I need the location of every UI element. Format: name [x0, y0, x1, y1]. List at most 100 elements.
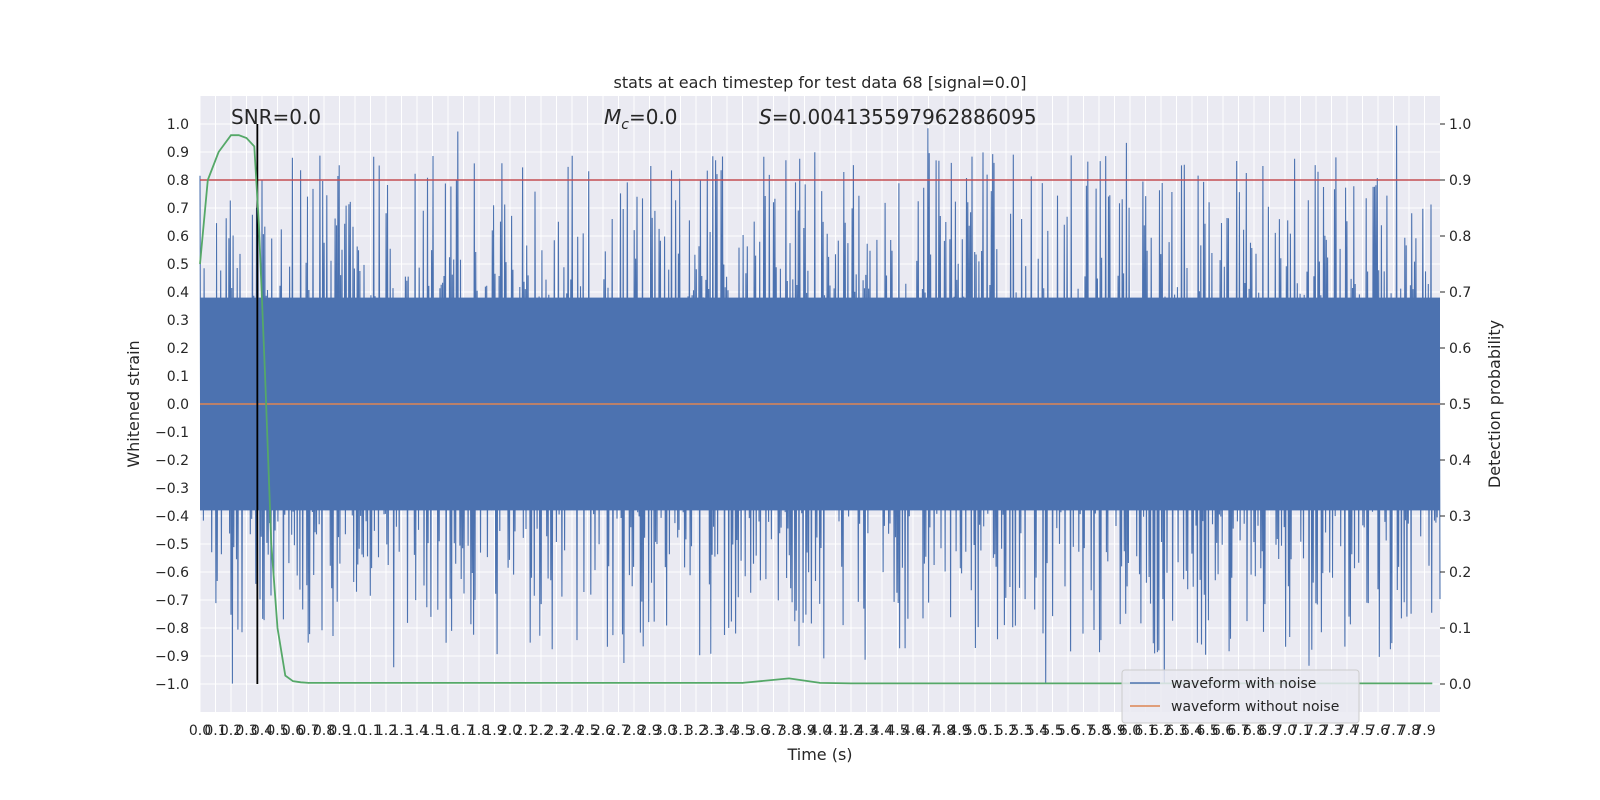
mc-subscript: c — [621, 117, 629, 133]
x-tick-label: 3.2 — [685, 723, 707, 739]
x-tick-label: 3.1 — [669, 723, 691, 739]
y-left-axis-label: Whitened strain — [124, 340, 143, 467]
y-left-tick-label: 0.9 — [167, 145, 189, 161]
x-tick-label: 6.1 — [1134, 723, 1156, 739]
x-tick-label: 1.4 — [406, 723, 428, 739]
x-tick-label: 4.3 — [855, 723, 877, 739]
x-tick-label: 5.1 — [979, 723, 1001, 739]
y-left-tick-label: −0.6 — [155, 565, 189, 581]
x-tick-label: 1.2 — [375, 723, 397, 739]
x-tick-label: 0.8 — [313, 723, 335, 739]
x-tick-label: 2.5 — [576, 723, 598, 739]
y-right-tick-label: 0.6 — [1449, 341, 1471, 357]
x-tick-label: 6.8 — [1243, 723, 1265, 739]
x-tick-label: 4.1 — [824, 723, 846, 739]
detection-probability-line — [199, 134, 1433, 685]
y-left-tick-label: −0.1 — [155, 425, 189, 441]
y-left-tick-label: −0.5 — [155, 537, 189, 553]
y-right-tick-label: 0.7 — [1449, 285, 1471, 301]
x-tick-label: 3.7 — [762, 723, 784, 739]
y-left-tick-label: −0.9 — [155, 649, 189, 665]
x-tick-label: 7.6 — [1367, 723, 1389, 739]
x-tick-label: 3.4 — [716, 723, 738, 739]
x-tick-label: 0.0 — [189, 723, 211, 739]
mc-symbol: M — [604, 105, 621, 129]
x-tick-label: 1.6 — [437, 723, 459, 739]
x-tick-label: 0.9 — [328, 723, 350, 739]
y-right-tick-label: 0.1 — [1449, 621, 1471, 637]
x-tick-label: 5.2 — [995, 723, 1017, 739]
s-symbol: S — [759, 105, 772, 129]
x-tick-label: 2.3 — [545, 723, 567, 739]
x-axis-label: Time (s) — [786, 745, 852, 764]
x-tick-label: 0.7 — [297, 723, 319, 739]
x-tick-label: 2.2 — [530, 723, 552, 739]
x-tick-label: 1.8 — [468, 723, 490, 739]
x-tick-label: 6.2 — [1150, 723, 1172, 739]
x-tick-label: 2.4 — [561, 723, 583, 739]
x-tick-label: 7.5 — [1351, 723, 1373, 739]
y-right-tick-label: 0.9 — [1449, 173, 1471, 189]
y-right-tick-label: 0.2 — [1449, 565, 1471, 581]
x-tick-label: 4.4 — [871, 723, 893, 739]
x-tick-label: 1.3 — [390, 723, 412, 739]
x-tick-label: 5.9 — [1103, 723, 1125, 739]
y-right-tick-labels: 1.0 0.9 0.8 0.7 0.6 0.5 0.4 0.3 0.2 0.1 0.0 — [1440, 117, 1471, 693]
x-tick-label: 0.1 — [204, 723, 226, 739]
y-left-tick-label: −0.4 — [155, 509, 189, 525]
chart-title: stats at each timestep for test data 68 … — [614, 73, 1027, 92]
x-tick-labels: 0.00.10.20.30.40.50.60.70.80.91.01.11.21… — [189, 723, 1436, 739]
y-left-tick-label: −0.7 — [155, 593, 189, 609]
y-left-tick-label: 0.0 — [167, 397, 189, 413]
x-tick-label: 3.3 — [700, 723, 722, 739]
x-tick-label: 0.2 — [220, 723, 242, 739]
mc-annotation: Mc=0.0 — [604, 105, 678, 133]
x-tick-label: 4.0 — [809, 723, 831, 739]
y-right-tick-label: 0.8 — [1449, 229, 1471, 245]
x-tick-label: 2.9 — [638, 723, 660, 739]
y-left-tick-label: 0.1 — [167, 369, 189, 385]
x-tick-label: 0.6 — [282, 723, 304, 739]
x-tick-label: 7.0 — [1274, 723, 1296, 739]
y-left-tick-labels: 1.0 0.9 0.8 0.7 0.6 0.5 0.4 0.3 0.2 0.1 0.0 −0.1 −0.… — [155, 117, 189, 693]
x-tick-label: 6.5 — [1196, 723, 1218, 739]
y-left-tick-label: 0.2 — [167, 341, 189, 357]
x-tick-label: 6.3 — [1165, 723, 1187, 739]
x-tick-label: 4.9 — [948, 723, 970, 739]
y-right-tick-label: 1.0 — [1449, 117, 1471, 133]
x-tick-label: 7.7 — [1382, 723, 1404, 739]
y-left-tick-label: 0.5 — [167, 257, 189, 273]
y-right-tick-label: 0.3 — [1449, 509, 1471, 525]
x-tick-label: 2.8 — [623, 723, 645, 739]
legend: waveform with noise waveform without noi… — [1121, 669, 1360, 724]
x-tick-label: 5.7 — [1072, 723, 1094, 739]
x-tick-label: 1.7 — [452, 723, 474, 739]
x-tick-label: 5.0 — [964, 723, 986, 739]
x-tick-label: 4.7 — [917, 723, 939, 739]
x-tick-label: 2.1 — [514, 723, 536, 739]
x-tick-label: 6.6 — [1212, 723, 1234, 739]
x-tick-label: 7.9 — [1413, 723, 1435, 739]
y-right-tick-label: 0.5 — [1449, 397, 1471, 413]
y-left-tick-label: 0.3 — [167, 313, 189, 329]
legend-label-noise: waveform with noise — [1171, 676, 1316, 692]
mc-value: =0.0 — [629, 105, 678, 129]
s-annotation: S=0.004135597962886095 — [759, 105, 1037, 129]
y-left-tick-label: 0.6 — [167, 229, 189, 245]
x-tick-label: 0.4 — [251, 723, 273, 739]
x-tick-label: 6.0 — [1119, 723, 1141, 739]
x-tick-label: 3.5 — [731, 723, 753, 739]
y-left-tick-label: −1.0 — [155, 677, 189, 693]
y-left-tick-label: 1.0 — [167, 117, 189, 133]
x-tick-label: 2.7 — [607, 723, 629, 739]
y-left-tick-label: −0.3 — [155, 481, 189, 497]
x-tick-label: 1.0 — [344, 723, 366, 739]
y-left-tick-label: 0.8 — [167, 173, 189, 189]
x-tick-label: 6.9 — [1258, 723, 1280, 739]
x-tick-label: 4.2 — [840, 723, 862, 739]
x-tick-label: 5.6 — [1057, 723, 1079, 739]
x-tick-label: 5.3 — [1010, 723, 1032, 739]
legend-label-clean: waveform without noise — [1171, 699, 1339, 715]
x-tick-label: 7.4 — [1336, 723, 1358, 739]
